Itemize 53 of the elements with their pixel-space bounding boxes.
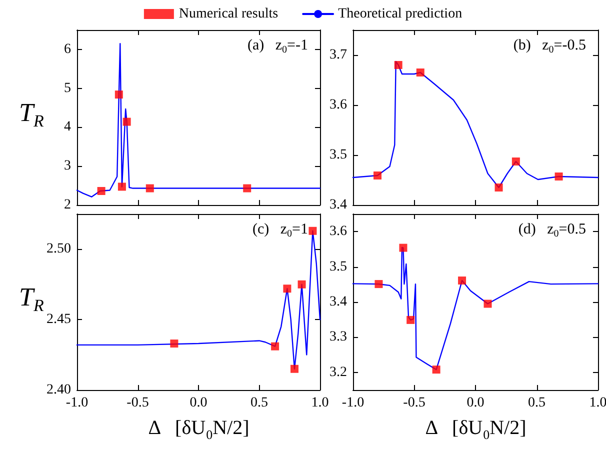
point — [298, 280, 306, 288]
y-tick-label: 3.6 — [330, 98, 347, 112]
x-tick-label: 0.0 — [466, 396, 484, 410]
y-tick-label: 3.6 — [330, 224, 347, 240]
x-tick-label: 0.0 — [190, 396, 208, 410]
point — [484, 300, 492, 308]
point — [97, 187, 106, 195]
point — [243, 184, 252, 192]
point — [283, 284, 292, 293]
point — [374, 280, 383, 288]
y-tick-label: 6 — [64, 42, 71, 57]
point — [406, 316, 415, 324]
point — [146, 184, 154, 192]
y-tick-label: 3.5 — [330, 148, 347, 162]
point — [554, 172, 563, 180]
y-tick-label: 4 — [64, 120, 71, 135]
point — [374, 172, 382, 180]
y-tick-label: 2 — [64, 198, 71, 212]
y-tick-label: 3.3 — [330, 330, 347, 345]
point — [458, 276, 466, 285]
point — [416, 68, 424, 76]
point — [290, 364, 298, 373]
x-tick-label: 1.0 — [311, 396, 329, 410]
point — [432, 366, 440, 374]
x-tick-label: -1.0 — [66, 396, 88, 410]
point — [114, 90, 123, 99]
y-tick-label: 2.45 — [46, 312, 71, 328]
y-tick-label: 3.5 — [330, 259, 347, 274]
point — [399, 244, 408, 252]
x-tick-label: 0.5 — [528, 396, 546, 410]
point — [394, 61, 402, 69]
y-tick-label: 3.7 — [330, 48, 347, 62]
y-tick-label: 3.4 — [330, 198, 347, 212]
x-tick-label: 1.0 — [589, 396, 606, 410]
y-tick-label: 2.40 — [46, 382, 71, 398]
point — [122, 118, 131, 126]
legend-label: Theoretical prediction — [338, 6, 462, 22]
x-tick-label: -0.5 — [126, 396, 149, 410]
y-tick-label: 3 — [64, 158, 71, 174]
y-tick-label: 3.4 — [330, 294, 347, 310]
y-tick-label: 2.50 — [46, 242, 71, 257]
y-tick-label: 5 — [64, 80, 71, 96]
legend-label: Numerical results — [178, 6, 278, 22]
point — [494, 184, 503, 192]
y-tick-label: 3.2 — [330, 364, 347, 380]
x-tick-label: 0.5 — [250, 396, 268, 410]
x-tick-label: -1.0 — [342, 396, 364, 410]
x-tick-label: -0.5 — [403, 396, 426, 410]
point — [271, 342, 280, 350]
point — [170, 340, 178, 348]
point — [308, 226, 317, 235]
point — [512, 158, 520, 166]
point — [118, 182, 126, 191]
